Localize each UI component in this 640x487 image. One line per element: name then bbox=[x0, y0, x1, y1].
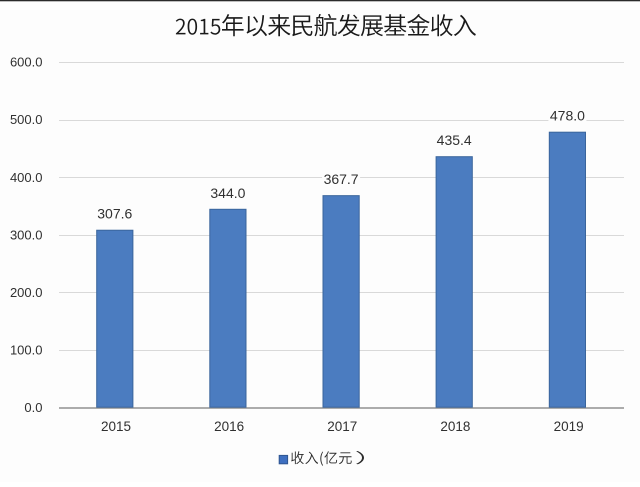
svg-text:600.0: 600.0 bbox=[10, 55, 43, 70]
svg-text:2016: 2016 bbox=[214, 419, 244, 434]
svg-text:300.0: 300.0 bbox=[10, 227, 43, 242]
svg-text:367.7: 367.7 bbox=[324, 171, 359, 187]
svg-text:100.0: 100.0 bbox=[10, 342, 43, 357]
svg-text:2017: 2017 bbox=[327, 419, 357, 434]
svg-text:344.0: 344.0 bbox=[210, 185, 245, 201]
svg-text:307.6: 307.6 bbox=[97, 206, 132, 222]
svg-text:400.0: 400.0 bbox=[10, 170, 43, 185]
svg-text:2019: 2019 bbox=[554, 419, 584, 434]
svg-text:435.4: 435.4 bbox=[437, 132, 472, 148]
svg-text:2015: 2015 bbox=[101, 419, 131, 434]
svg-text:0.0: 0.0 bbox=[24, 400, 42, 415]
svg-text:500.0: 500.0 bbox=[10, 112, 43, 127]
svg-text:200.0: 200.0 bbox=[10, 285, 43, 300]
svg-text:478.0: 478.0 bbox=[550, 108, 585, 124]
svg-text:2018: 2018 bbox=[440, 419, 470, 434]
